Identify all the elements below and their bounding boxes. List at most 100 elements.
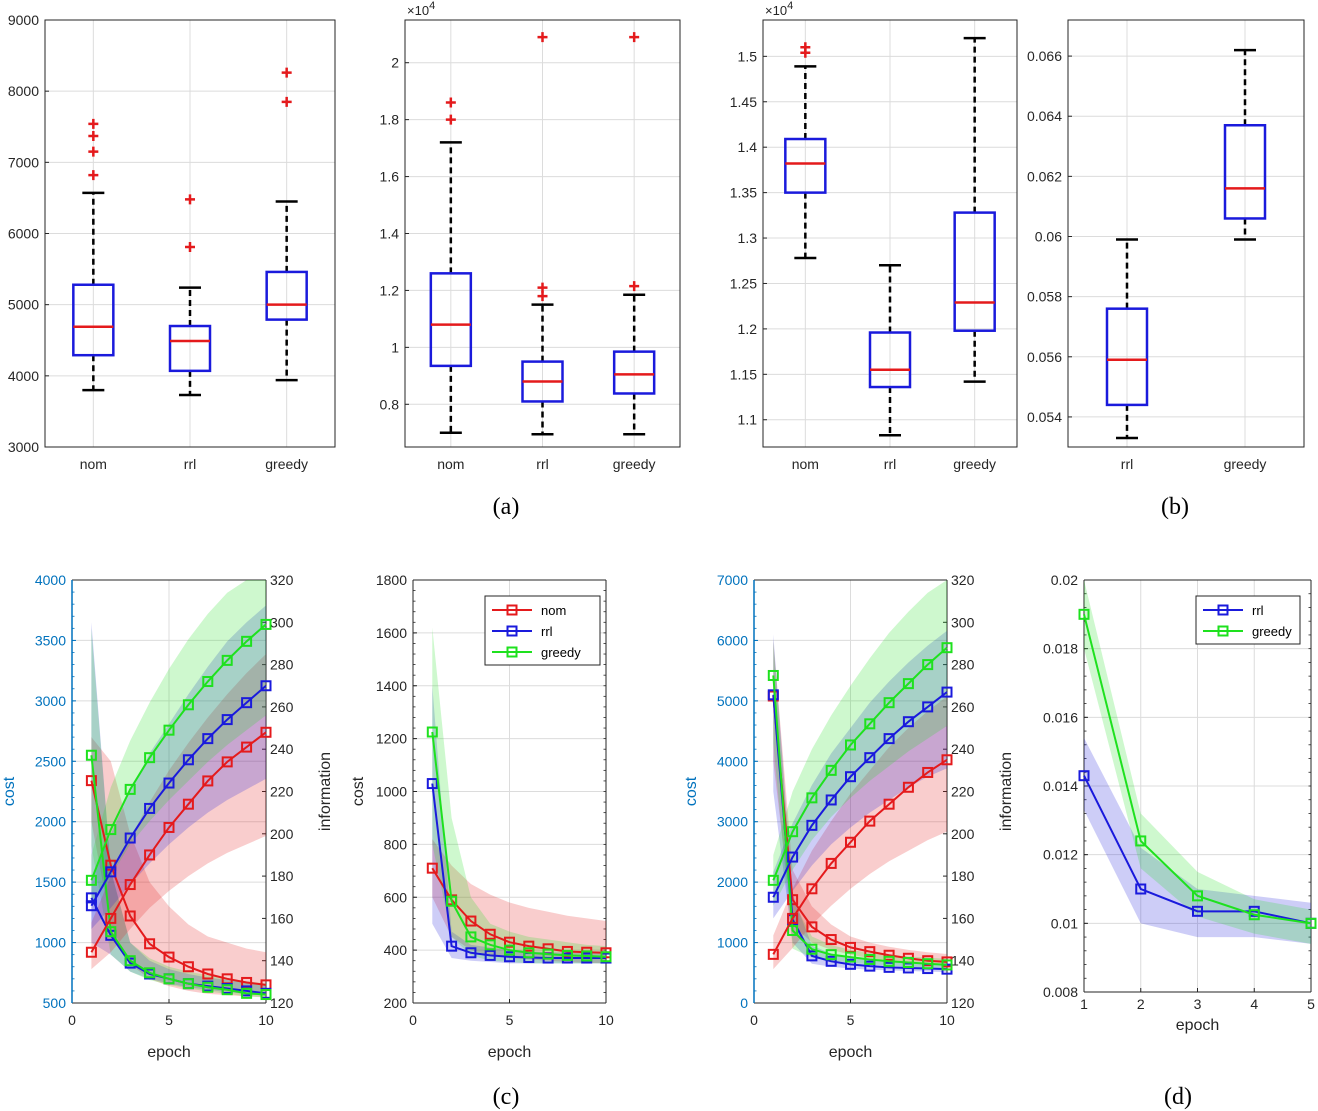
point-rrl bbox=[845, 771, 856, 783]
y-right-tick-label: 140 bbox=[270, 953, 294, 969]
point-greedy bbox=[202, 981, 214, 993]
boxplot-panel-3: 0.054 0.056 0.058 0.06 0.062 0.064 0.066 rrl gre… bbox=[1027, 19, 1305, 472]
y-tick-label: 4000 bbox=[717, 753, 748, 769]
y-tick-label: 6000 bbox=[717, 632, 748, 648]
point-greedy bbox=[922, 659, 934, 671]
point-rrl bbox=[221, 714, 233, 726]
outlier-nom bbox=[445, 97, 456, 108]
y-tick-label: 800 bbox=[384, 836, 408, 852]
outlier-nom bbox=[445, 114, 456, 125]
point-nom bbox=[825, 857, 837, 869]
y-tick-label: 0.012 bbox=[1043, 847, 1078, 863]
point-rrl bbox=[144, 802, 156, 814]
point-greedy bbox=[1305, 917, 1317, 929]
point-greedy bbox=[523, 947, 535, 959]
point-greedy bbox=[864, 718, 876, 730]
y-right-axis-label: information bbox=[998, 752, 1015, 831]
point-nom bbox=[787, 912, 799, 924]
box-greedy bbox=[612, 350, 656, 395]
boxplot-0-frame bbox=[44, 19, 336, 448]
x-tick-label: 5 bbox=[165, 1012, 173, 1028]
point-rrl bbox=[426, 778, 438, 790]
point-nom bbox=[85, 946, 97, 958]
y-tick-label: 1.6 bbox=[380, 169, 400, 185]
outlier-rrl bbox=[185, 194, 195, 205]
point-nom bbox=[241, 741, 253, 753]
y-right-tick-label: 200 bbox=[270, 826, 294, 842]
x-tick-label: 10 bbox=[258, 1012, 274, 1028]
axis-exponent-label: ×104 bbox=[407, 0, 435, 18]
point-rrl bbox=[241, 697, 253, 709]
point-nom bbox=[504, 936, 515, 948]
x-tick-label: 2 bbox=[1137, 996, 1145, 1012]
y-tick-label: 0 bbox=[740, 995, 748, 1011]
point-rrl bbox=[825, 794, 837, 806]
point-rrl bbox=[883, 961, 895, 973]
y-tick-label: 5000 bbox=[8, 297, 39, 313]
point-greedy bbox=[767, 874, 779, 886]
point-nom bbox=[767, 948, 779, 960]
y-right-tick-label: 180 bbox=[951, 868, 975, 884]
x-tick-label-greedy: greedy bbox=[613, 456, 656, 472]
x-tick-label: 10 bbox=[598, 1012, 614, 1028]
point-greedy bbox=[1248, 909, 1260, 921]
y-tick-label: 400 bbox=[384, 942, 408, 958]
legend-box bbox=[1195, 595, 1301, 645]
x-tick-label-rrl: rrl bbox=[1121, 456, 1133, 472]
point-greedy bbox=[787, 924, 799, 936]
y-right-tick-label: 260 bbox=[951, 699, 975, 715]
outlier-nom bbox=[88, 131, 99, 142]
point-greedy bbox=[124, 783, 136, 795]
legend-marker-greedy bbox=[506, 646, 518, 658]
point-nom bbox=[883, 949, 895, 961]
point-greedy bbox=[941, 642, 953, 654]
point-nom bbox=[845, 836, 856, 848]
box-rrl bbox=[868, 331, 912, 389]
point-nom bbox=[124, 910, 136, 922]
caption-d: (d) bbox=[1164, 1084, 1192, 1110]
point-greedy bbox=[922, 958, 934, 970]
y-tick-label: 0.064 bbox=[1027, 108, 1062, 124]
band-rrl bbox=[1084, 737, 1311, 944]
series-line-nom-right bbox=[90, 731, 267, 953]
point-rrl bbox=[484, 949, 496, 961]
boxplot-panel-2: 1.1 1.15 1.2 1.25 1.3 1.35 1.4 1.45 1.5 nom rrl gre… bbox=[730, 0, 1018, 472]
point-greedy bbox=[221, 654, 233, 666]
x-tick-label: 0 bbox=[409, 1012, 417, 1028]
y-right-tick-label: 280 bbox=[270, 657, 294, 673]
legend-marker-rrl bbox=[506, 625, 518, 637]
point-greedy bbox=[883, 955, 895, 967]
point-greedy bbox=[845, 739, 856, 751]
point-greedy bbox=[85, 749, 97, 761]
y-tick-label: 2500 bbox=[35, 753, 66, 769]
box-greedy bbox=[1223, 123, 1267, 220]
caption-a: (a) bbox=[493, 494, 520, 520]
y-tick-label: 0.066 bbox=[1027, 48, 1062, 64]
box-nom bbox=[72, 283, 115, 357]
x-tick-label: 0 bbox=[750, 1012, 758, 1028]
y-axis-label: cost bbox=[683, 776, 700, 806]
x-tick-label: 5 bbox=[506, 1012, 514, 1028]
point-rrl bbox=[767, 689, 779, 701]
x-axis-label: epoch bbox=[829, 1044, 873, 1061]
legend-label-rrl: rrl bbox=[1252, 603, 1264, 618]
point-greedy bbox=[260, 989, 272, 1001]
point-rrl bbox=[864, 752, 876, 764]
series-line-greedy-left bbox=[90, 755, 267, 996]
point-rrl bbox=[504, 951, 515, 963]
y-tick-label: 1800 bbox=[376, 572, 407, 588]
y-right-tick-label: 160 bbox=[951, 910, 975, 926]
point-greedy bbox=[941, 959, 953, 971]
axis-exponent-power: 4 bbox=[787, 0, 793, 12]
y-tick-label: 1.4 bbox=[380, 226, 400, 242]
point-greedy bbox=[600, 951, 612, 963]
outlier-rrl bbox=[537, 291, 548, 302]
point-greedy bbox=[883, 697, 895, 709]
point-nom bbox=[523, 940, 535, 952]
point-rrl bbox=[182, 754, 194, 766]
point-greedy bbox=[241, 987, 253, 999]
outlier-rrl bbox=[537, 32, 548, 43]
y-tick-label: 1.1 bbox=[738, 412, 758, 428]
